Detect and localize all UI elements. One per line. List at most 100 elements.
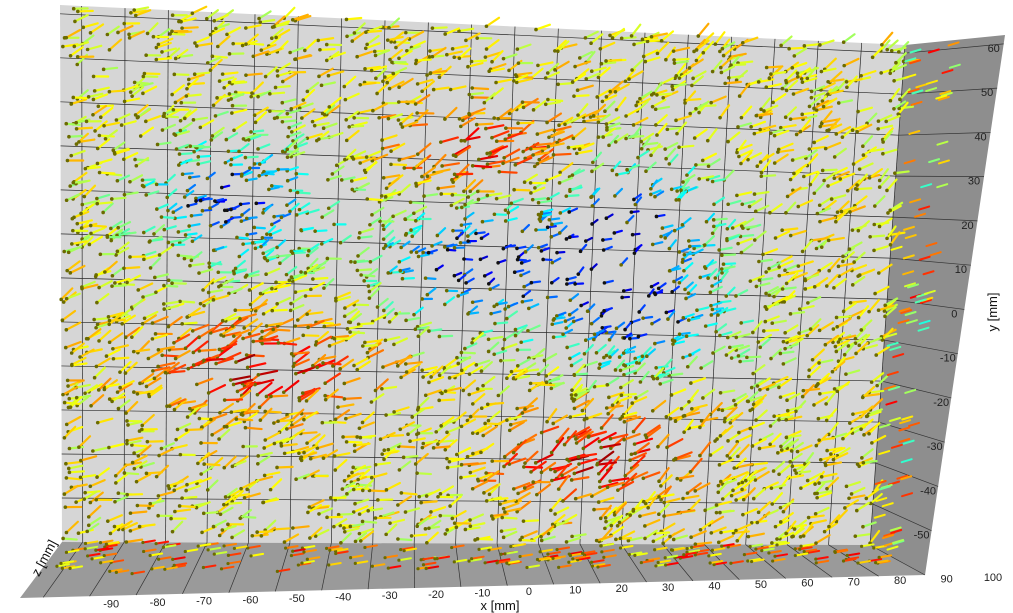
particle-point — [841, 259, 845, 264]
particle-point — [122, 266, 126, 271]
particle-point — [458, 124, 463, 129]
velocity-vector — [468, 107, 486, 116]
velocity-vector — [385, 523, 398, 536]
velocity-vector — [753, 190, 770, 196]
side-gridline — [887, 298, 965, 310]
particle-point — [447, 376, 452, 380]
velocity-vector — [779, 436, 793, 448]
velocity-vector — [835, 125, 852, 136]
velocity-vector — [577, 452, 598, 458]
velocity-vector — [898, 105, 915, 110]
particle-point — [715, 437, 719, 441]
velocity-vector — [789, 452, 803, 463]
particle-point — [617, 520, 622, 525]
velocity-vector — [747, 395, 763, 403]
velocity-vector — [614, 83, 630, 93]
particle-point — [238, 516, 243, 521]
velocity-vector — [598, 360, 612, 366]
particle-point — [672, 58, 676, 62]
particle-point — [548, 508, 553, 513]
particle-point — [764, 85, 769, 90]
particle-point — [522, 465, 526, 469]
velocity-vector — [823, 521, 839, 533]
particle-point — [223, 160, 228, 165]
particle-point — [720, 46, 725, 51]
particle-point — [305, 89, 310, 94]
particle-point — [579, 303, 583, 308]
particle-point — [212, 19, 217, 23]
velocity-vector — [246, 479, 260, 491]
velocity-vector — [191, 323, 210, 333]
velocity-vector — [644, 56, 661, 63]
particle-point — [885, 188, 889, 193]
velocity-vector — [174, 48, 189, 60]
particle-point — [692, 136, 697, 140]
particle-point — [699, 366, 703, 370]
particle-point — [711, 218, 716, 222]
particle-point — [328, 496, 333, 500]
velocity-vector — [830, 194, 847, 201]
velocity-vector — [98, 171, 116, 175]
velocity-vector — [570, 533, 587, 538]
particle-point — [709, 100, 713, 105]
particle-point — [258, 20, 263, 24]
particle-point — [493, 321, 497, 326]
particle-point — [693, 489, 698, 493]
particle-point — [98, 115, 103, 120]
particle-point — [855, 183, 859, 187]
velocity-vector — [84, 166, 101, 170]
particle-point — [603, 109, 607, 113]
particle-point — [244, 42, 248, 46]
velocity-vector — [643, 529, 658, 540]
velocity-vector — [489, 145, 509, 155]
velocity-vector — [145, 190, 160, 197]
velocity-vector — [224, 315, 241, 323]
particle-point — [838, 337, 842, 342]
velocity-vector — [468, 513, 485, 522]
particle-point — [245, 365, 250, 370]
particle-point — [241, 242, 245, 246]
velocity-vector — [79, 203, 95, 215]
particle-point — [788, 233, 793, 238]
velocity-vector — [123, 471, 140, 476]
particle-point — [332, 524, 336, 529]
particle-point — [459, 462, 464, 467]
particle-point — [412, 312, 416, 317]
particle-point — [711, 351, 715, 355]
velocity-vector — [157, 490, 175, 498]
particle-point — [416, 254, 421, 259]
particle-point — [231, 269, 236, 273]
velocity-vector — [487, 341, 500, 353]
velocity-vector — [161, 354, 181, 358]
particle-point — [664, 57, 668, 62]
particle-point — [470, 402, 475, 406]
particle-point — [459, 368, 464, 373]
particle-point — [492, 304, 496, 309]
particle-point — [451, 180, 455, 184]
particle-point — [684, 296, 688, 301]
particle-point — [792, 527, 797, 531]
floor-gridline — [455, 543, 462, 587]
velocity-vector — [811, 348, 825, 361]
particle-point — [564, 326, 569, 330]
velocity-vector — [681, 494, 700, 500]
velocity-vector — [322, 122, 338, 130]
velocity-vector — [782, 334, 798, 343]
particle-point — [95, 146, 100, 151]
particle-point — [484, 47, 489, 51]
particle-point — [535, 132, 540, 136]
particle-point — [785, 194, 790, 199]
particle-point — [404, 231, 409, 236]
velocity-vector — [443, 296, 456, 306]
velocity-vector — [218, 402, 235, 414]
particle-point — [501, 56, 506, 61]
particle-point — [826, 238, 831, 243]
velocity-vector — [724, 80, 743, 85]
velocity-vector — [836, 200, 850, 214]
velocity-vector — [655, 122, 668, 137]
velocity-vector — [272, 415, 290, 425]
velocity-vector — [718, 104, 731, 119]
particle-point — [698, 425, 702, 430]
particle-point — [199, 441, 203, 445]
particle-point — [685, 364, 690, 369]
